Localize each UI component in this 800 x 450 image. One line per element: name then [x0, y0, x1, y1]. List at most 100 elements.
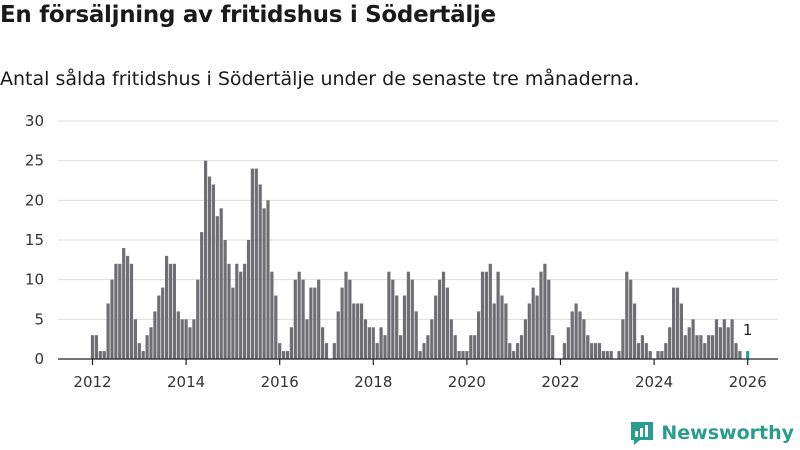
bar [165, 255, 169, 359]
bar [324, 343, 329, 359]
bar [414, 311, 418, 359]
bar [547, 279, 551, 359]
bar [469, 335, 473, 359]
bar [317, 279, 321, 359]
bar [527, 303, 531, 359]
bar [391, 279, 395, 359]
bar [243, 263, 247, 359]
bar [200, 232, 204, 359]
bar [196, 279, 200, 359]
newsworthy-logo-icon [631, 422, 654, 445]
bar [309, 287, 313, 359]
bar [262, 208, 266, 359]
bar [157, 295, 161, 359]
x-tick-label: 2026 [729, 373, 767, 391]
bar [254, 168, 258, 359]
bar [168, 263, 173, 359]
bar [418, 351, 422, 359]
bar [313, 287, 317, 359]
bar [172, 263, 176, 359]
bar [480, 271, 485, 359]
bar [98, 351, 102, 359]
bar [137, 343, 141, 359]
bar [605, 351, 609, 359]
bar [161, 287, 165, 359]
bar [699, 335, 703, 359]
bar [734, 343, 738, 359]
bar [441, 271, 446, 359]
bar [223, 240, 227, 359]
bar [477, 311, 481, 359]
bar [110, 279, 114, 359]
bar [278, 343, 282, 359]
bar [629, 279, 633, 359]
bar [465, 351, 469, 359]
bar [508, 343, 512, 359]
bar [246, 240, 251, 359]
bar [274, 295, 278, 359]
chart-subtitle: Antal sålda fritidshus i Södertälje unde… [0, 68, 640, 90]
bar [219, 208, 223, 359]
bar [379, 327, 383, 359]
bar [371, 327, 375, 359]
bar [118, 263, 122, 359]
bar [215, 216, 219, 359]
y-tick-label: 30 [25, 112, 44, 130]
bar [434, 295, 438, 359]
y-tick-label: 0 [34, 350, 44, 368]
y-tick-label: 25 [25, 152, 44, 170]
bar [239, 271, 243, 359]
bar [422, 343, 426, 359]
bar [535, 295, 539, 359]
bar [204, 160, 208, 359]
bar [500, 295, 504, 359]
x-tick-label: 2012 [73, 373, 111, 391]
bar [566, 327, 570, 359]
bar [484, 271, 488, 359]
y-axis-labels: 0 5 10 15 20 25 30 [25, 112, 44, 368]
bar [714, 319, 719, 359]
bar [672, 287, 676, 359]
bar [621, 319, 625, 359]
bar [235, 263, 239, 359]
bar [730, 319, 734, 359]
bar [582, 319, 586, 359]
bar [106, 303, 110, 359]
bar [426, 335, 430, 359]
bar [586, 335, 590, 359]
bar [344, 271, 348, 359]
bar [562, 343, 566, 359]
bar [726, 327, 730, 359]
bar [496, 271, 500, 359]
bar [301, 279, 305, 359]
bar [570, 311, 574, 359]
bar [250, 168, 254, 359]
bar [543, 263, 547, 359]
bar [192, 319, 196, 359]
x-tick-label: 2014 [167, 373, 205, 391]
bar [707, 335, 711, 359]
bar [691, 319, 695, 359]
bar [722, 319, 726, 359]
y-tick-label: 5 [34, 310, 44, 328]
bar [399, 335, 403, 359]
x-tick-label: 2018 [354, 373, 392, 391]
brand-logo: Newsworthy [629, 420, 794, 446]
bar [679, 303, 683, 359]
bar [445, 287, 449, 359]
x-tick-label: 2024 [635, 373, 673, 391]
y-tick-label: 15 [25, 231, 44, 249]
bar [656, 351, 660, 359]
bar [633, 303, 637, 359]
bar [90, 335, 95, 359]
bar [574, 303, 578, 359]
bar [282, 351, 286, 359]
bar-chart: 0 5 10 15 20 25 30 2012 2014 2016 2018 2020 2022 202… [25, 112, 778, 391]
bar [449, 319, 453, 359]
bar [453, 335, 457, 359]
bar [94, 335, 98, 359]
bar [207, 176, 212, 359]
bar [102, 351, 106, 359]
bar [625, 271, 629, 359]
bar [180, 319, 184, 359]
